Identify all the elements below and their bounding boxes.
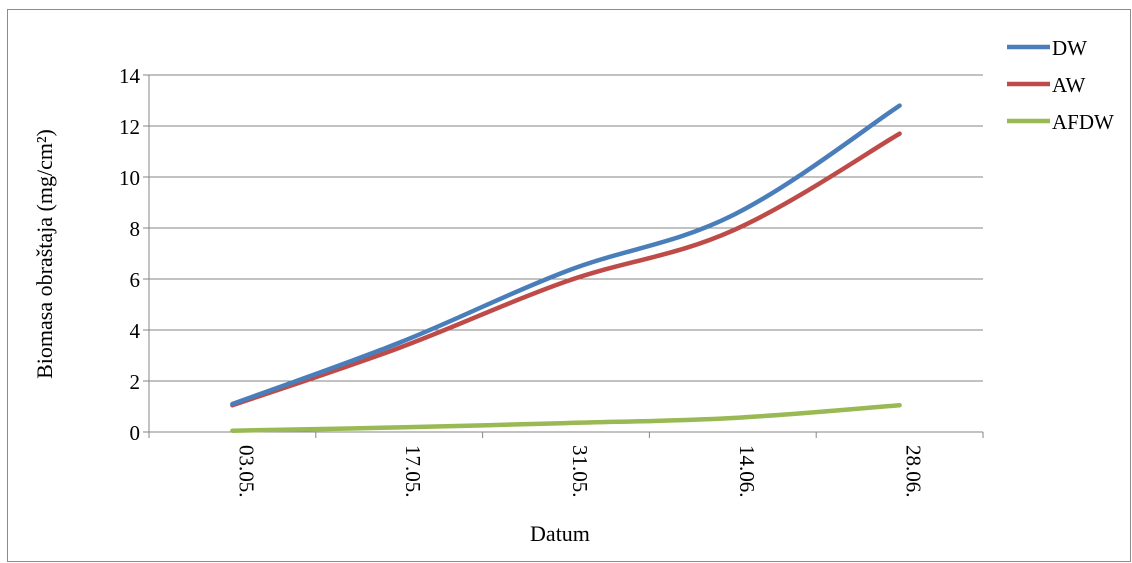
legend-label-dw: DW — [1052, 36, 1087, 60]
y-axis-label: Biomasa obraštaja (mg/cm²) — [32, 129, 57, 379]
y-tick-label-12: 12 — [119, 115, 140, 139]
axes — [143, 74, 984, 438]
x-tick-label-28-06: 28.06. — [902, 445, 926, 498]
series-line-aw — [230, 131, 902, 408]
y-tick-label-2: 2 — [130, 370, 141, 394]
y-tick-labels: 0 2 4 6 8 10 12 14 — [119, 64, 141, 445]
y-tick-label-0: 0 — [130, 421, 141, 445]
x-tick-label-17-05: 17.05. — [401, 445, 425, 498]
y-tick-label-6: 6 — [130, 268, 141, 292]
y-tick-label-8: 8 — [130, 217, 141, 241]
x-axis-label: Datum — [530, 521, 590, 546]
x-tick-labels: 03.05. 17.05. 31.05. 14.06. 28.06. — [234, 445, 925, 498]
series-line-dw — [230, 103, 902, 407]
legend-label-afdw: AFDW — [1052, 110, 1114, 134]
series-line-afdw — [230, 402, 902, 433]
gridlines — [149, 74, 983, 382]
y-tick-label-4: 4 — [130, 319, 141, 343]
y-tick-label-10: 10 — [119, 166, 140, 190]
legend: DW AW AFDW — [1007, 36, 1114, 134]
series-lines — [230, 103, 902, 433]
legend-label-aw: AW — [1052, 73, 1085, 97]
y-tick-label-14: 14 — [119, 64, 141, 88]
x-tick-label-14-06: 14.06. — [735, 445, 759, 498]
x-tick-label-03-05: 03.05. — [234, 445, 258, 498]
x-tick-label-31-05: 31.05. — [568, 445, 592, 498]
chart-frame — [7, 9, 1131, 562]
